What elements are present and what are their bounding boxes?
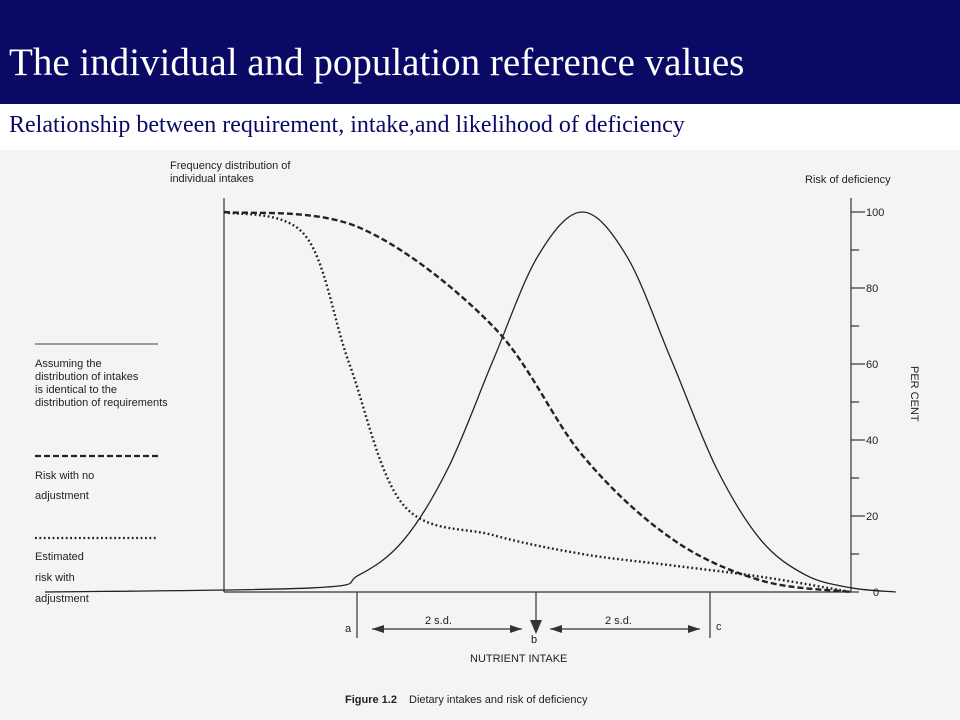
figure-caption-text: Dietary intakes and risk of deficiency: [409, 694, 588, 706]
sd-arrow-right-head-b: [688, 625, 700, 633]
series-risk-no-adjustment-line: [223, 210, 852, 594]
marker-b-label: b: [531, 634, 537, 646]
marker-a-label: a: [345, 623, 352, 635]
x-axis-label: NUTRIENT INTAKE: [470, 653, 567, 665]
marker-c-label: c: [716, 621, 722, 633]
legend-dotted-line-3: adjustment: [35, 593, 89, 605]
left-axis-label-line-2: individual intakes: [170, 173, 254, 185]
right-axis-title: Risk of deficiency: [805, 174, 891, 186]
series-risk-with-adjustment-line: [223, 210, 852, 594]
right-axis-label: PER CENT: [908, 366, 920, 422]
sd-label-left: 2 s.d.: [425, 615, 452, 627]
right-axis-tick-label: 20: [866, 511, 878, 523]
sd-arrow-right-head-a: [550, 625, 562, 633]
right-axis-tick-label: 80: [866, 283, 878, 295]
legend-solid-line-2: distribution of intakes: [35, 371, 139, 383]
legend-solid-line-1: Assuming the: [35, 358, 102, 370]
title-bar: The individual and population reference …: [0, 0, 960, 104]
sd-arrow-left-head-b: [510, 625, 522, 633]
right-axis-tick-label: 0: [873, 587, 879, 599]
chart-curves: [44, 210, 896, 594]
legend-dotted-line-2: risk with: [35, 572, 75, 584]
legend-dashed-line-1: Risk with no: [35, 470, 94, 482]
right-axis-tick-label: 100: [866, 207, 884, 219]
page-subtitle: Relationship between requirement, intake…: [9, 112, 685, 138]
marker-b-arrowhead: [530, 620, 542, 634]
figure-panel: Frequency distribution of individual int…: [0, 150, 960, 720]
series-distribution-line: [44, 211, 896, 593]
legend-solid-line-4: distribution of requirements: [35, 397, 168, 409]
page-title: The individual and population reference …: [9, 41, 745, 84]
legend-dashed-line-2: adjustment: [35, 490, 89, 502]
sd-arrow-left-head-a: [372, 625, 384, 633]
legend-solid-line-3: is identical to the: [35, 384, 117, 396]
right-axis-tick-label: 60: [866, 359, 878, 371]
legend-dotted-line-1: Estimated: [35, 551, 84, 563]
left-axis-label-line-1: Frequency distribution of: [170, 160, 291, 172]
right-axis-ticks: 100 80 60 40 20 0: [851, 207, 884, 599]
figure-caption-label: Figure 1.2: [345, 694, 397, 706]
right-axis-tick-label: 40: [866, 435, 878, 447]
deficiency-risk-chart: Frequency distribution of individual int…: [35, 160, 920, 706]
sd-label-right: 2 s.d.: [605, 615, 632, 627]
